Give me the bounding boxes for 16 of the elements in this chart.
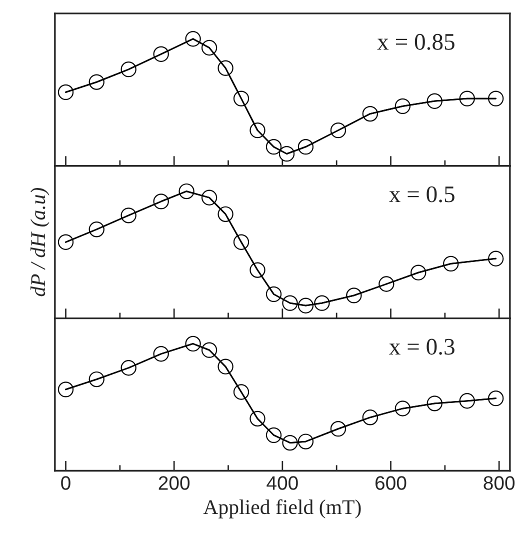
x-tick-label: 0: [61, 476, 70, 490]
point: [488, 390, 504, 406]
point: [58, 84, 74, 100]
annotation: x = 0.85: [377, 34, 454, 50]
y-axis-title: dP / dH (a.u): [30, 188, 50, 296]
x-tick-label: 800: [484, 476, 515, 490]
x-tick-label: 200: [158, 476, 190, 490]
x-axis-title: Applied field (mT): [203, 499, 361, 518]
point: [58, 234, 74, 250]
x-tick-label: 400: [266, 476, 298, 490]
point: [58, 382, 74, 398]
annotation: x = 0.3: [389, 338, 454, 355]
x-tick-label: 600: [376, 476, 406, 490]
annotation: x = 0.5: [389, 186, 454, 202]
point: [488, 250, 504, 266]
point: [488, 90, 504, 106]
